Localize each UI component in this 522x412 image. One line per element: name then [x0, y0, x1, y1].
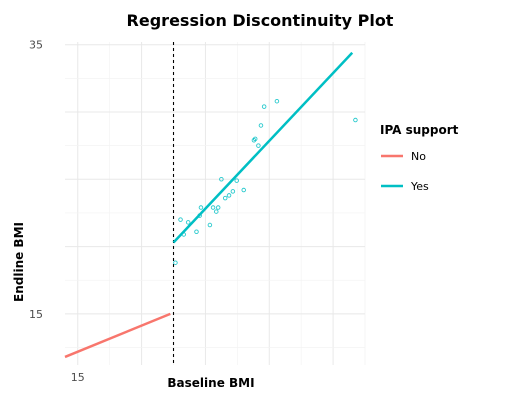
- data-point-yes: [207, 222, 213, 228]
- data-point-yes: [214, 209, 219, 214]
- data-point-yes: [215, 205, 221, 210]
- data-point-yes: [241, 187, 246, 193]
- data-point-yes: [219, 177, 224, 182]
- data-point-yes: [197, 213, 202, 218]
- fit-lines: [64, 51, 354, 359]
- fit-line-no: [64, 312, 171, 359]
- legend-label-yes: Yes: [410, 180, 429, 193]
- data-point-yes: [226, 193, 232, 198]
- data-point-yes: [258, 123, 264, 128]
- data-point-yes: [194, 229, 199, 235]
- data-point-yes: [173, 260, 178, 265]
- y-tick-label: 15: [29, 308, 43, 321]
- data-point-yes: [198, 205, 204, 210]
- fit-line-yes: [172, 51, 354, 244]
- data-point-yes: [222, 195, 228, 201]
- data-point-yes: [234, 178, 239, 183]
- y-tick-label: 35: [29, 39, 43, 52]
- data-point-yes: [230, 189, 236, 194]
- x-tick-label: 15: [71, 371, 85, 384]
- axis-tick-labels: 15 15 35: [29, 39, 85, 384]
- chart-title: Regression Discontinuity Plot: [127, 11, 394, 30]
- data-point-yes: [181, 232, 186, 237]
- data-point-yes: [261, 104, 267, 109]
- legend-title: IPA support: [380, 123, 459, 137]
- data-point-yes: [178, 217, 183, 222]
- legend: IPA support No Yes: [380, 123, 459, 193]
- data-point-yes: [210, 205, 216, 210]
- data-point-yes: [252, 136, 258, 142]
- data-point-yes: [256, 143, 261, 148]
- scatter-points: [173, 98, 358, 265]
- x-axis-title: Baseline BMI: [167, 376, 254, 390]
- y-axis-title: Endline BMI: [12, 222, 26, 302]
- data-point-yes: [274, 98, 280, 104]
- data-point-yes: [185, 220, 191, 225]
- legend-label-no: No: [411, 150, 426, 163]
- data-point-yes: [353, 117, 358, 123]
